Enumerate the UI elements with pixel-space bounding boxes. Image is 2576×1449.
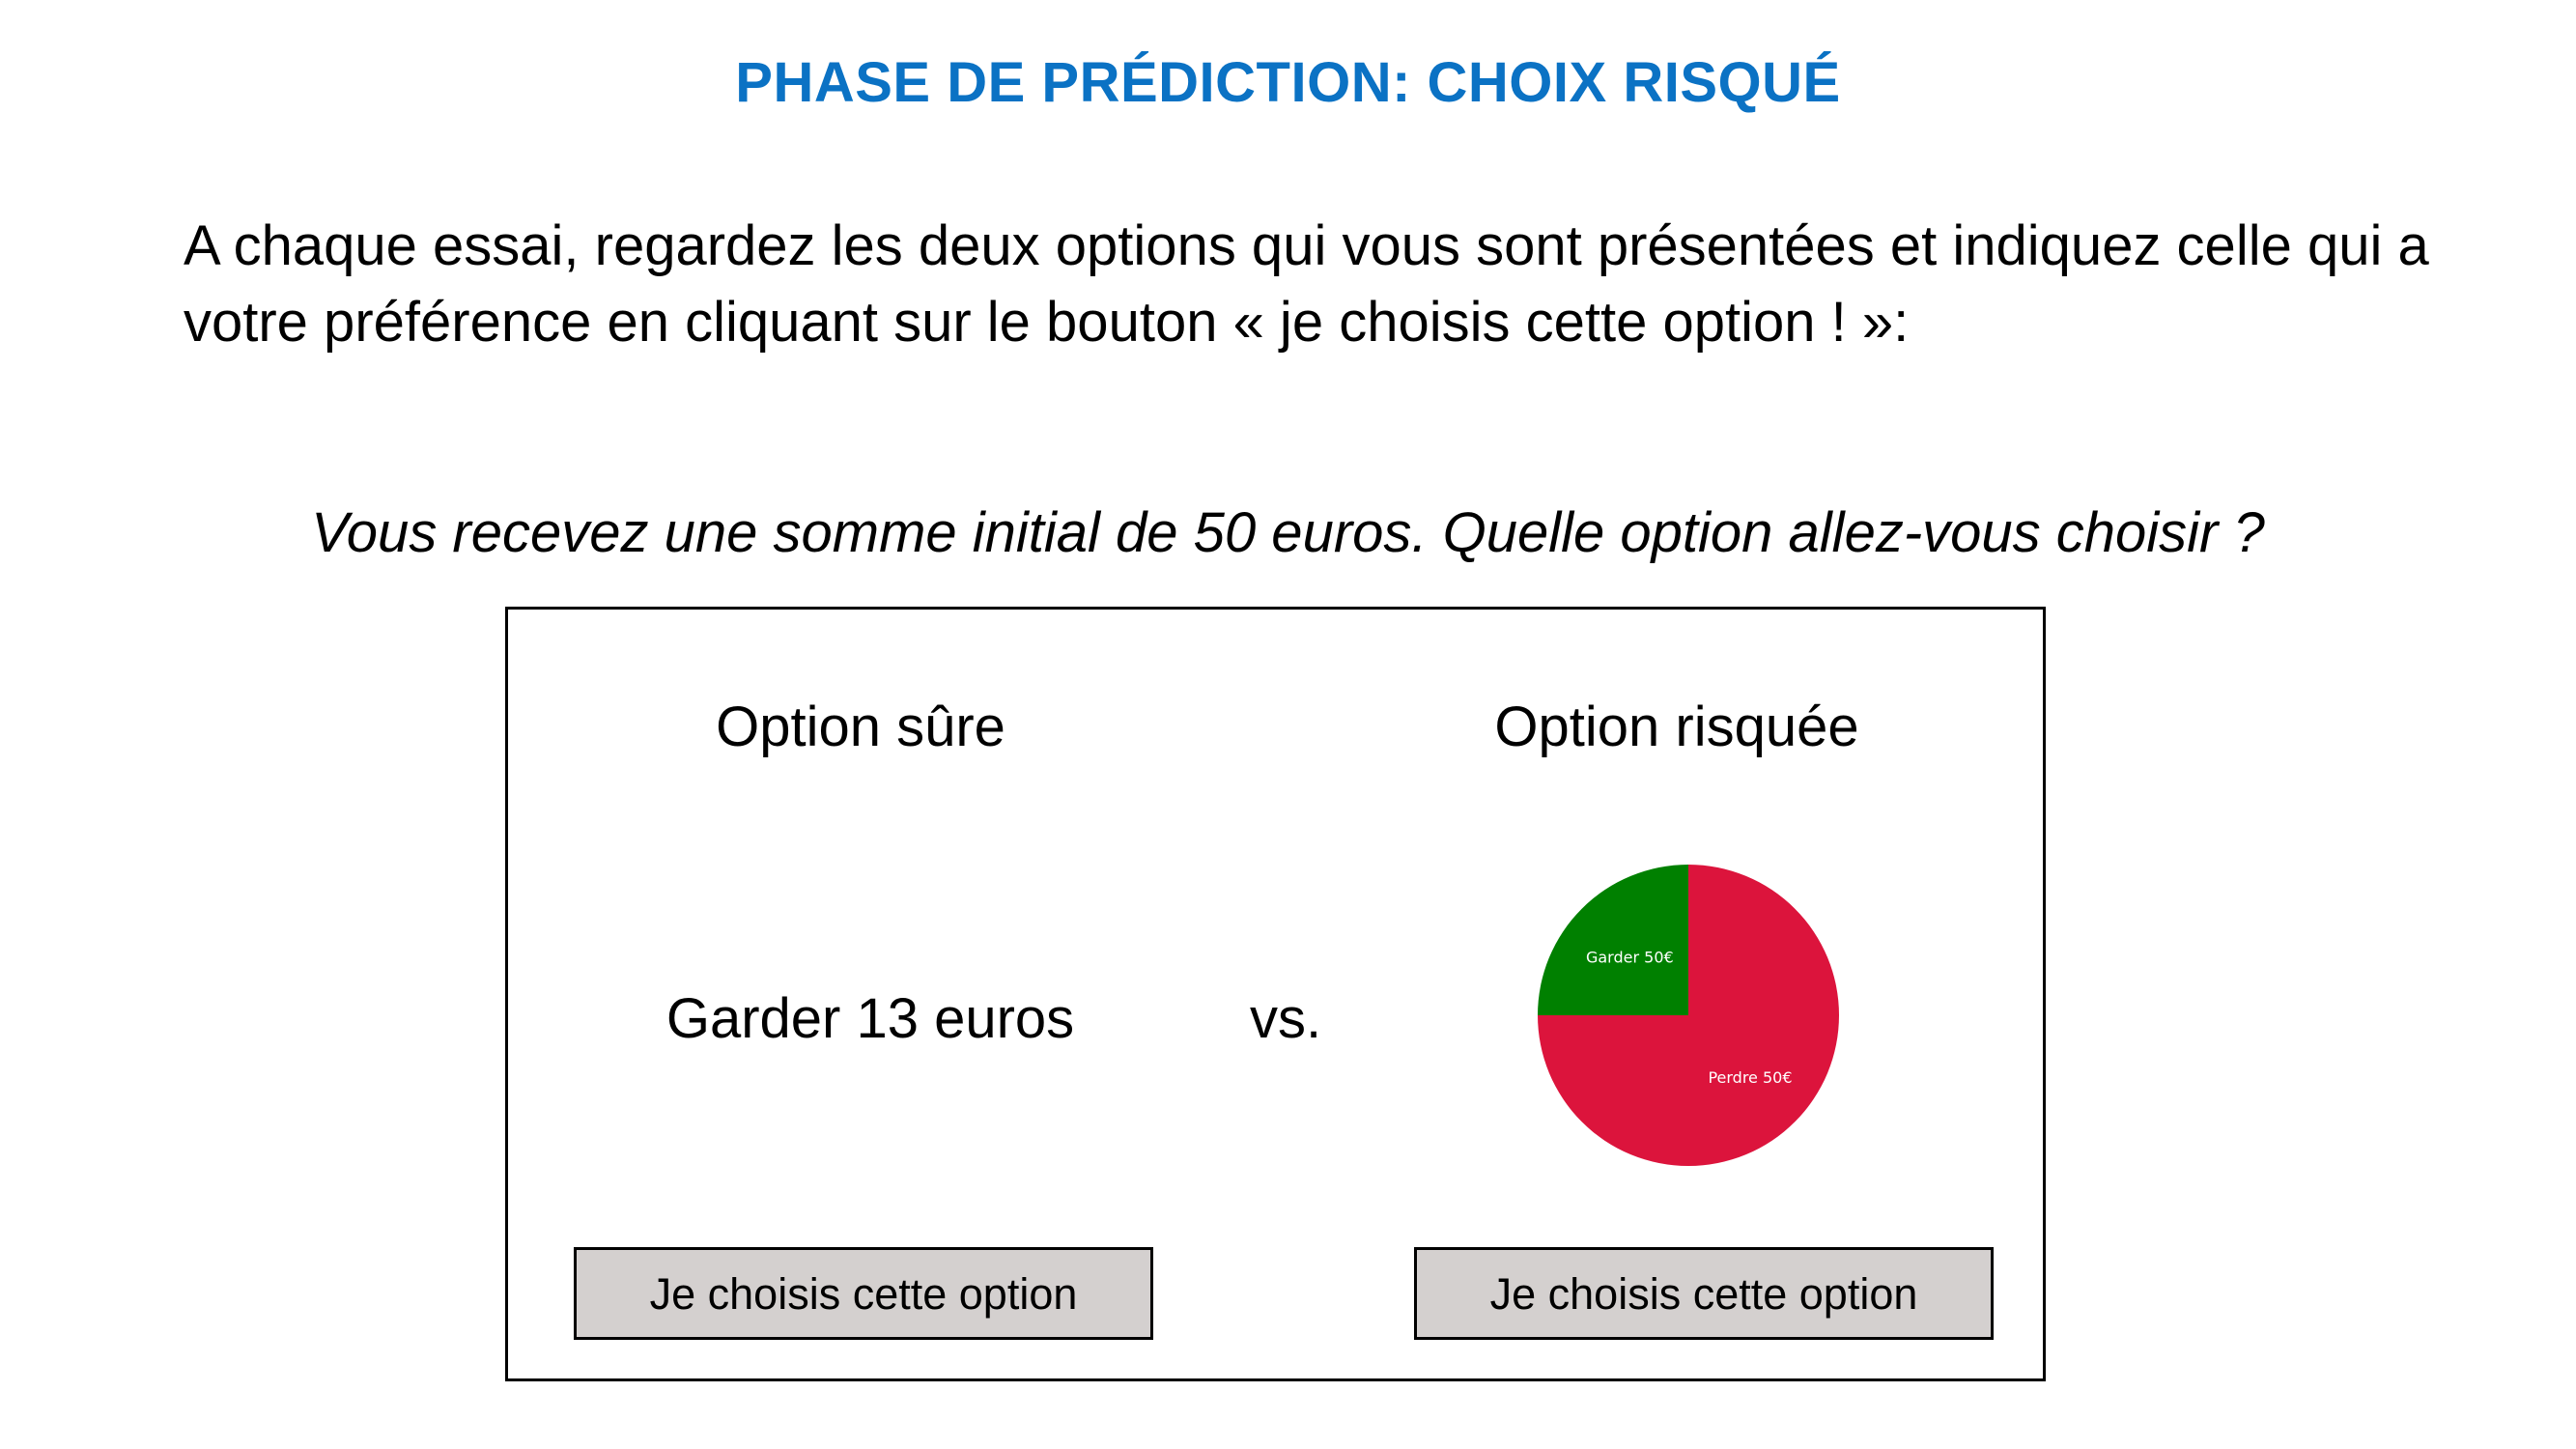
pie-slice-label-1: Perdre 50€ xyxy=(1708,1068,1792,1087)
page-title: PHASE DE PRÉDICTION: CHOIX RISQUÉ xyxy=(735,51,1841,114)
safe-option-amount: Garder 13 euros xyxy=(665,987,1075,1050)
choose-safe-option-button[interactable]: Je choisis cette option xyxy=(574,1247,1153,1340)
choose-risky-option-button[interactable]: Je choisis cette option xyxy=(1414,1247,1994,1340)
pie-slice-0 xyxy=(1538,865,1688,1015)
question-text: Vous recevez une somme initial de 50 eur… xyxy=(311,501,2265,564)
instructions-text: A chaque essai, regardez les deux option… xyxy=(184,214,2429,354)
pie-slice-label-0: Garder 50€ xyxy=(1586,948,1674,966)
safe-option-title: Option sûre xyxy=(716,696,1005,758)
risky-option-pie-chart: Garder 50€ Perdre 50€ xyxy=(1538,865,1839,1166)
risky-option-title: Option risquée xyxy=(1494,696,1859,758)
vs-label: vs. xyxy=(1249,987,1322,1050)
choice-panel: Option sûre Option risquée Garder 13 eur… xyxy=(505,607,2046,1381)
pie-slice-1 xyxy=(1538,865,1839,1166)
